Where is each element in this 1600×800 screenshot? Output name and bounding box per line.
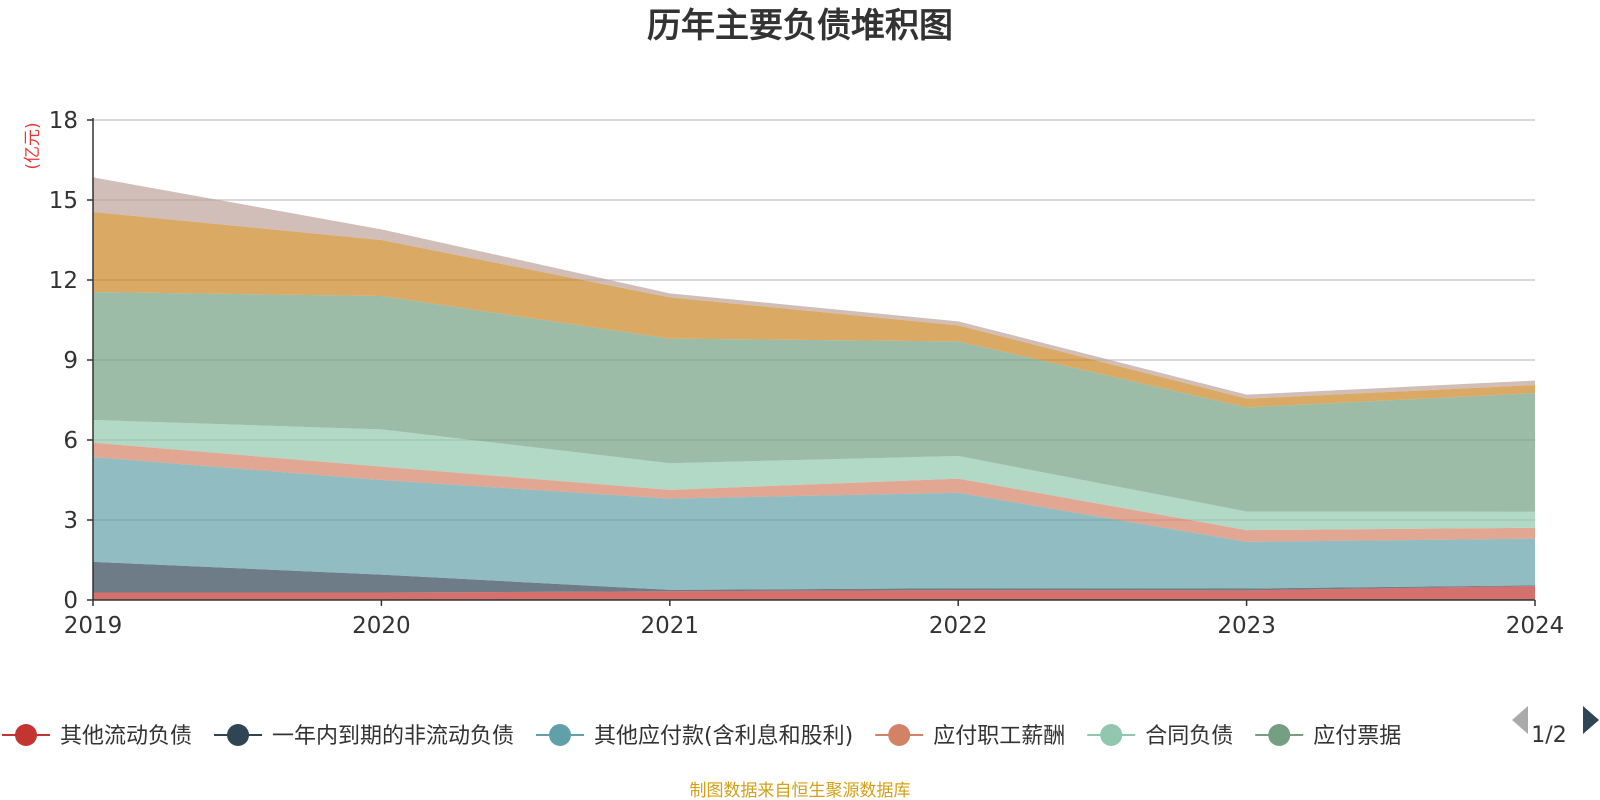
legend-marker-icon <box>1268 724 1291 746</box>
data-source-note: 制图数据来自恒生聚源数据库 <box>690 781 911 800</box>
legend-label: 应付职工薪酬 <box>933 724 1065 749</box>
legend-item[interactable]: 一年内到期的非流动负债 <box>214 724 514 749</box>
legend-marker-icon <box>888 724 911 746</box>
x-tick-label: 2024 <box>1506 613 1565 639</box>
chart-title: 历年主要负债堆积图 <box>647 6 953 46</box>
legend-pager: 1/2 <box>1512 706 1599 748</box>
y-tick-label: 6 <box>63 428 78 454</box>
legend-item[interactable]: 其他流动负债 <box>2 724 192 749</box>
legend-item[interactable]: 合同负债 <box>1087 724 1233 749</box>
y-tick-label: 9 <box>63 348 78 374</box>
legend-label: 一年内到期的非流动负债 <box>272 724 514 749</box>
area-series-5 <box>93 420 1535 531</box>
legend-marker-icon <box>15 724 37 746</box>
legend-label: 其他应付款(含利息和股利) <box>594 724 853 749</box>
area-series-group <box>93 177 1535 600</box>
y-tick-label: 18 <box>49 108 78 134</box>
legend-item[interactable]: 其他应付款(含利息和股利) <box>536 724 853 749</box>
y-tick-label: 12 <box>49 268 78 294</box>
axes: 0 3 6 9 12 15 18 2019 2020 2021 2022 2023 2024 <box>49 108 1565 639</box>
legend-item[interactable]: 应付票据 <box>1255 724 1401 749</box>
legend-items: 其他流动负债 一年内到期的非流动负债 其他应付款(含利息和股利) 应付职工薪酬 合同负债… <box>2 724 1401 749</box>
legend-label: 应付票据 <box>1313 724 1401 749</box>
x-tick-label: 2020 <box>352 613 411 639</box>
x-tick-label: 2019 <box>64 613 123 639</box>
x-tick-label: 2023 <box>1217 613 1276 639</box>
legend-prev-icon[interactable] <box>1512 706 1528 734</box>
legend-label: 合同负债 <box>1145 724 1233 749</box>
legend-label: 其他流动负债 <box>60 724 192 749</box>
y-axis-unit-label: (亿元) <box>23 122 43 169</box>
x-tick-label: 2022 <box>929 613 988 639</box>
legend-page-indicator: 1/2 <box>1531 723 1566 748</box>
y-tick-label: 15 <box>49 188 78 214</box>
area-series-1 <box>93 586 1535 600</box>
legend-item[interactable]: 应付职工薪酬 <box>875 724 1065 749</box>
x-tick-label: 2021 <box>641 613 700 639</box>
legend-next-icon[interactable] <box>1583 706 1599 734</box>
legend: 其他流动负债 一年内到期的非流动负债 其他应付款(含利息和股利) 应付职工薪酬 合同负债… <box>2 724 1401 749</box>
y-tick-label: 0 <box>63 588 78 614</box>
area-series-2 <box>93 561 1535 593</box>
legend-marker-icon <box>549 724 572 746</box>
legend-marker-icon <box>227 724 250 746</box>
y-tick-label: 3 <box>63 508 78 534</box>
area-series-3 <box>93 457 1535 590</box>
area-series-6 <box>93 292 1535 512</box>
area-series-7 <box>93 212 1535 408</box>
legend-marker-icon <box>1100 724 1123 746</box>
area-series-4 <box>93 442 1535 542</box>
